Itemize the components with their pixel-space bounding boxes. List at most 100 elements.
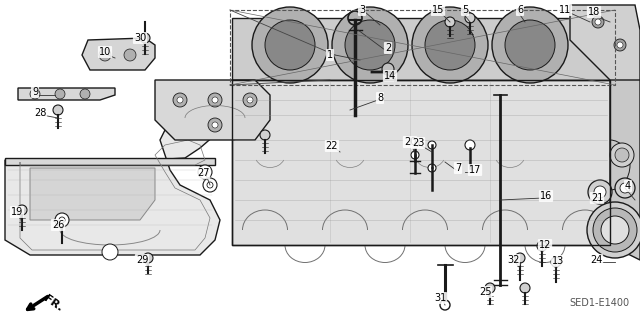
Text: 4: 4 — [625, 181, 631, 191]
Circle shape — [140, 33, 150, 43]
Text: 30: 30 — [134, 33, 146, 43]
Circle shape — [202, 169, 208, 175]
Circle shape — [515, 253, 525, 263]
Text: 3: 3 — [359, 5, 365, 15]
Circle shape — [617, 42, 623, 48]
Text: SED1-E1400: SED1-E1400 — [570, 298, 630, 308]
Circle shape — [593, 208, 637, 252]
Text: 22: 22 — [326, 141, 339, 151]
Circle shape — [615, 148, 629, 162]
Circle shape — [30, 89, 40, 99]
Circle shape — [55, 89, 65, 99]
Circle shape — [537, 241, 547, 251]
Circle shape — [243, 93, 257, 107]
Circle shape — [428, 164, 436, 172]
Circle shape — [587, 202, 640, 258]
Text: 13: 13 — [552, 256, 564, 266]
Circle shape — [425, 20, 475, 70]
Circle shape — [440, 300, 450, 310]
Text: 26: 26 — [52, 220, 64, 230]
Circle shape — [520, 283, 530, 293]
Polygon shape — [30, 168, 155, 220]
Polygon shape — [18, 88, 115, 100]
Text: 7: 7 — [455, 163, 461, 173]
Circle shape — [412, 7, 488, 83]
Bar — [230, 10, 615, 85]
Circle shape — [247, 97, 253, 103]
Circle shape — [411, 151, 419, 159]
Text: 12: 12 — [539, 240, 551, 250]
Circle shape — [17, 205, 27, 215]
Circle shape — [80, 89, 90, 99]
Circle shape — [99, 49, 111, 61]
Text: 5: 5 — [462, 5, 468, 15]
Circle shape — [551, 257, 561, 267]
Circle shape — [465, 13, 475, 23]
Text: 14: 14 — [384, 71, 396, 81]
Circle shape — [252, 7, 328, 83]
Text: 25: 25 — [479, 287, 492, 297]
Polygon shape — [155, 80, 270, 140]
Circle shape — [59, 217, 65, 223]
Circle shape — [265, 20, 315, 70]
Polygon shape — [232, 18, 610, 80]
Circle shape — [55, 213, 69, 227]
Text: 8: 8 — [377, 93, 383, 103]
Polygon shape — [570, 5, 640, 80]
Polygon shape — [232, 80, 610, 245]
Circle shape — [492, 7, 568, 83]
Circle shape — [411, 139, 419, 147]
Text: 23: 23 — [412, 138, 424, 148]
Text: FR.: FR. — [42, 293, 65, 313]
Circle shape — [124, 49, 136, 61]
Text: 27: 27 — [196, 168, 209, 178]
Polygon shape — [610, 18, 640, 260]
Text: 20: 20 — [404, 137, 416, 147]
Circle shape — [620, 183, 630, 193]
Circle shape — [203, 178, 217, 192]
Text: 10: 10 — [99, 47, 111, 57]
Circle shape — [198, 165, 212, 179]
Circle shape — [208, 93, 222, 107]
Circle shape — [102, 244, 118, 260]
Circle shape — [212, 97, 218, 103]
Circle shape — [610, 143, 634, 167]
Text: 11: 11 — [559, 5, 571, 15]
Polygon shape — [5, 110, 220, 255]
Text: 17: 17 — [469, 165, 481, 175]
Text: 2: 2 — [385, 43, 391, 53]
Circle shape — [465, 140, 475, 150]
Text: 28: 28 — [34, 108, 46, 118]
Circle shape — [345, 20, 395, 70]
Text: 18: 18 — [588, 7, 600, 17]
Circle shape — [615, 178, 635, 198]
Circle shape — [177, 97, 183, 103]
Circle shape — [382, 63, 394, 75]
Circle shape — [485, 283, 495, 293]
Circle shape — [505, 20, 555, 70]
Circle shape — [53, 105, 63, 115]
Circle shape — [595, 19, 601, 25]
Text: 19: 19 — [11, 207, 23, 217]
Circle shape — [143, 253, 153, 263]
Circle shape — [173, 93, 187, 107]
Circle shape — [601, 216, 629, 244]
Text: 9: 9 — [32, 87, 38, 97]
Circle shape — [212, 122, 218, 128]
Polygon shape — [5, 158, 215, 165]
Text: 15: 15 — [432, 5, 444, 15]
Text: 16: 16 — [540, 191, 552, 201]
Circle shape — [445, 17, 455, 27]
Text: 6: 6 — [517, 5, 523, 15]
Circle shape — [588, 180, 612, 204]
Text: 21: 21 — [591, 193, 603, 203]
Circle shape — [208, 118, 222, 132]
Text: 29: 29 — [136, 255, 148, 265]
Circle shape — [207, 182, 213, 188]
Text: 32: 32 — [507, 255, 519, 265]
Circle shape — [614, 39, 626, 51]
Circle shape — [594, 186, 606, 198]
Circle shape — [592, 16, 604, 28]
Text: 31: 31 — [434, 293, 446, 303]
Text: 1: 1 — [327, 50, 333, 60]
